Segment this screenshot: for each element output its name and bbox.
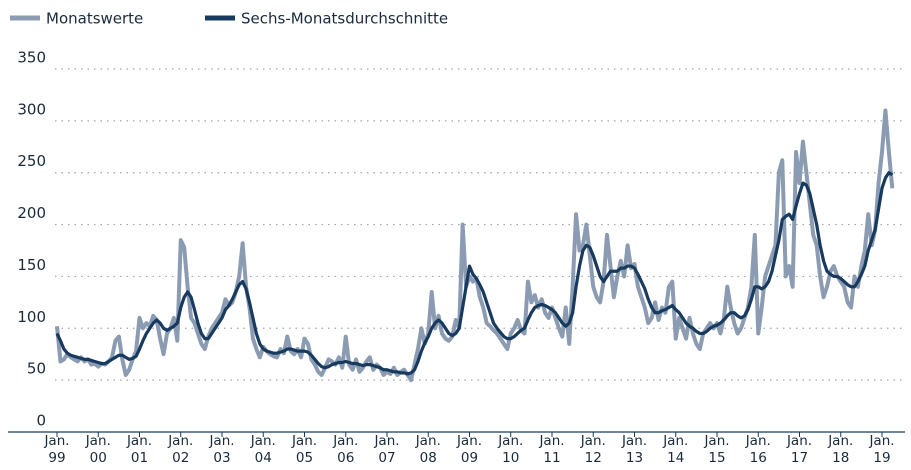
x-tick-label: Jan. 17 bbox=[786, 433, 813, 466]
x-tick-label: Jan. 13 bbox=[621, 433, 648, 466]
y-tick-label: 300 bbox=[17, 100, 46, 118]
y-tick-label: 200 bbox=[17, 204, 46, 222]
legend-label: Monatswerte bbox=[46, 10, 143, 28]
x-tick-label: Jan. 19 bbox=[869, 433, 895, 466]
x-tick-label: Jan. 16 bbox=[745, 433, 771, 466]
y-tick-label: 350 bbox=[17, 49, 46, 67]
x-tick-label: Jan. 10 bbox=[498, 433, 524, 466]
x-tick-label: Jan. 99 bbox=[44, 433, 70, 466]
series-line bbox=[55, 108, 895, 383]
series-line bbox=[55, 171, 894, 376]
x-tick-label: Jan. 11 bbox=[539, 433, 565, 466]
x-tick-label: Jan. 05 bbox=[291, 433, 318, 466]
y-tick-label: 0 bbox=[36, 412, 46, 430]
x-tick-label: Jan. 07 bbox=[374, 433, 400, 466]
y-tick-label: 150 bbox=[17, 256, 46, 274]
x-tick-label: Jan. 12 bbox=[580, 433, 606, 466]
x-tick-label: Jan. 08 bbox=[415, 433, 441, 466]
x-tick-label: Jan. 14 bbox=[663, 433, 689, 466]
legend-label: Sechs-Monatsdurchschnitte bbox=[241, 10, 448, 28]
x-tick-label: Jan. 09 bbox=[456, 433, 483, 466]
x-tick-label: Jan. 02 bbox=[168, 433, 194, 466]
y-tick-label: 250 bbox=[17, 152, 46, 170]
y-tick-label: 50 bbox=[27, 360, 46, 378]
x-tick-label: Jan. 01 bbox=[126, 433, 153, 466]
x-tick-label: Jan. 15 bbox=[704, 433, 730, 466]
x-tick-label: Jan. 18 bbox=[828, 433, 854, 466]
y-tick-label: 100 bbox=[17, 308, 46, 326]
x-tick-label: Jan. 03 bbox=[209, 433, 235, 466]
x-tick-label: Jan. 04 bbox=[250, 433, 276, 466]
x-tick-label: Jan. 00 bbox=[85, 433, 111, 466]
x-tick-label: Jan. 06 bbox=[333, 433, 359, 466]
